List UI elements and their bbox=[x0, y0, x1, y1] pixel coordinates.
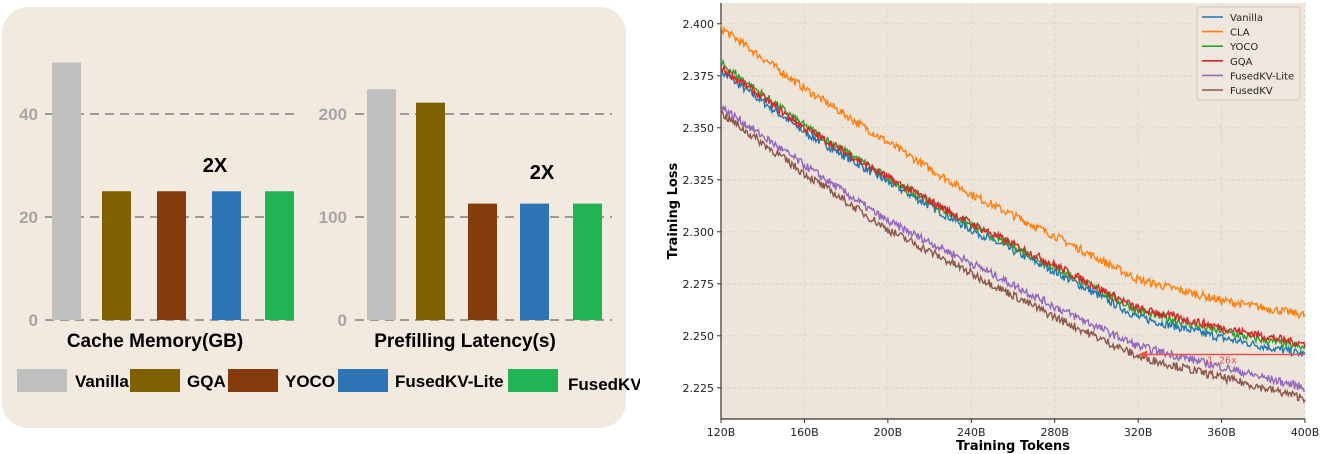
x-tick-label: 360B bbox=[1207, 426, 1236, 439]
series-line-fusedkv-lite bbox=[720, 104, 1306, 392]
x-tick-label: 320B bbox=[1124, 426, 1153, 439]
speedup-annotation: 2X bbox=[203, 155, 228, 177]
legend-label: YOCO bbox=[1229, 42, 1258, 53]
legend-label: FusedKV-Lite bbox=[1230, 71, 1294, 82]
bar-vanilla bbox=[52, 62, 81, 320]
y-axis-label: Training Loss bbox=[666, 162, 681, 259]
y-tick-label: 0 bbox=[29, 311, 38, 330]
y-tick-label: 100 bbox=[319, 208, 347, 227]
bar-charts: 0 20 40 2X Cache Memory(GB) 0 100 200 2X Prefilli… bbox=[17, 62, 640, 394]
legend-label: CLA bbox=[1230, 28, 1250, 39]
x-tick-label: 120B bbox=[707, 426, 736, 439]
bar-fusedkv bbox=[265, 191, 294, 320]
legend-swatch bbox=[228, 369, 278, 392]
x-axis-label: Prefilling Latency(s) bbox=[374, 331, 556, 352]
y-tick-label: 40 bbox=[19, 105, 38, 124]
legend bbox=[1196, 6, 1301, 101]
legend-label: FusedKV-Lite bbox=[395, 372, 504, 391]
y-tick-label: 2.325 bbox=[683, 174, 715, 187]
y-tick-label: 2.225 bbox=[683, 382, 715, 395]
y-tick-label: 0 bbox=[338, 311, 347, 330]
y-tick-label: 20 bbox=[19, 208, 38, 227]
bar-fusedkv bbox=[573, 203, 602, 320]
bar-gqa bbox=[102, 191, 131, 320]
legend-label: YOCO bbox=[285, 372, 335, 391]
speedup-annotation: 2X bbox=[530, 162, 555, 184]
x-tick-label: 200B bbox=[874, 426, 903, 439]
legend-label: FusedKV bbox=[568, 375, 640, 394]
bar-fusedkv-lite bbox=[520, 203, 549, 320]
x-tick-label: 280B bbox=[1040, 426, 1069, 439]
series-line-fusedkv bbox=[720, 109, 1306, 405]
y-tick-label: 2.250 bbox=[683, 330, 715, 343]
bar-vanilla bbox=[367, 89, 396, 320]
bar-yoco bbox=[157, 191, 186, 320]
bar-gqa bbox=[416, 102, 445, 320]
legend-label: Vanilla bbox=[1230, 13, 1263, 24]
legend-swatch bbox=[130, 369, 180, 392]
legend-label: FusedKV bbox=[1230, 86, 1273, 97]
y-tick-label: 2.300 bbox=[683, 226, 715, 239]
annotation-label: 1.26x bbox=[1207, 356, 1237, 367]
x-axis-label: Cache Memory(GB) bbox=[67, 331, 243, 352]
x-tick-label: 240B bbox=[957, 426, 986, 439]
series-line-vanilla bbox=[720, 68, 1306, 358]
legend-swatch bbox=[338, 369, 388, 392]
legend-swatch bbox=[508, 369, 558, 392]
x-tick-label: 400B bbox=[1291, 426, 1320, 439]
y-tick-label: 2.375 bbox=[683, 70, 715, 83]
series-line-cla bbox=[720, 24, 1306, 320]
x-tick-label: 160B bbox=[790, 426, 819, 439]
bar-yoco bbox=[468, 203, 497, 320]
legend-label: GQA bbox=[1230, 57, 1253, 68]
y-tick-label: 2.350 bbox=[683, 122, 715, 135]
arrow-head-icon bbox=[1138, 350, 1148, 359]
bar-fusedkv-lite bbox=[212, 191, 241, 320]
y-tick-label: 2.400 bbox=[683, 18, 715, 31]
series-line-gqa bbox=[720, 65, 1306, 348]
x-axis-label: Training Tokens bbox=[956, 439, 1070, 454]
legend-label: GQA bbox=[187, 372, 226, 391]
y-tick-label: 200 bbox=[319, 105, 347, 124]
legend-label: Vanilla bbox=[75, 372, 129, 391]
legend-swatch bbox=[17, 369, 67, 392]
y-tick-label: 2.275 bbox=[683, 278, 715, 291]
